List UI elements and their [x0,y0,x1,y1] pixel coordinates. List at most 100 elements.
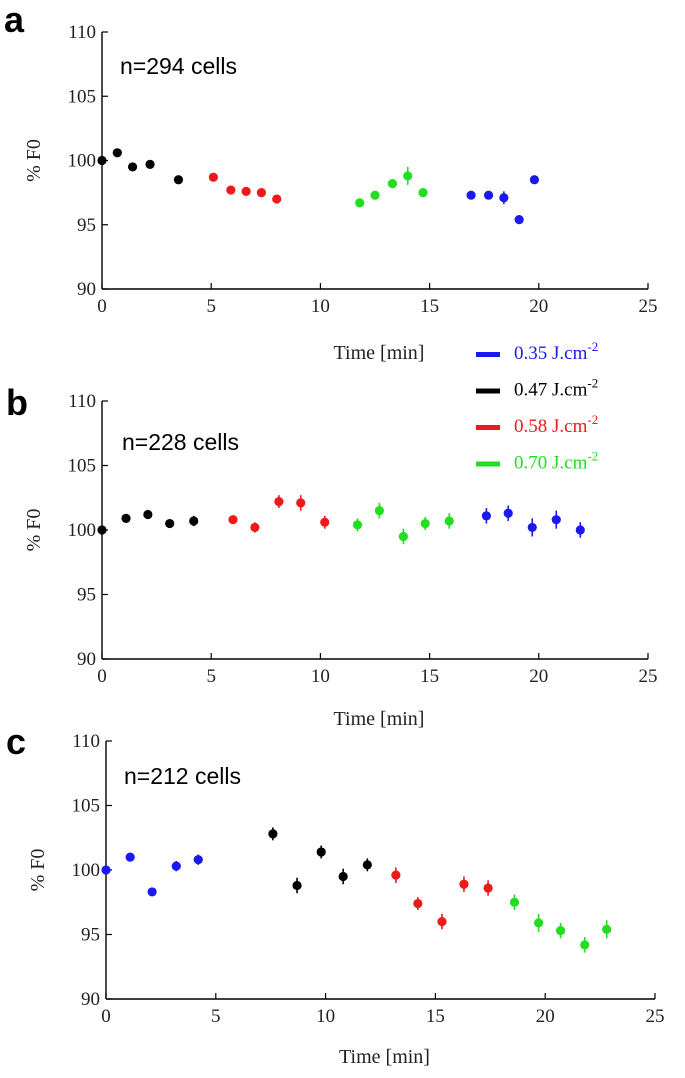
panel-a: a n=294 cells 90 95 100 105 110 0 5 10 15 20 25 Time … [4,0,658,364]
series-0-47-j-cm-2 [268,827,372,894]
x-tick-label: 0 [97,296,107,317]
data-point [208,172,218,182]
legend-label: 0.58 J.cm-2 [514,412,598,437]
y-tick-label: 105 [68,86,97,107]
data-point [112,148,122,158]
data-point [320,517,330,527]
data-point [145,159,155,169]
x-tick-label: 15 [426,1006,445,1027]
series-0-47-j-cm-2 [97,509,199,535]
data-point [147,887,157,897]
x-tick-label: 20 [529,296,548,317]
data-point [296,498,306,508]
x-tick-label: 25 [646,1006,665,1027]
data-point [413,898,423,909]
panel-letter: a [4,0,25,40]
data-point [143,509,153,520]
cell-count-annotation: n=212 cells [124,763,241,789]
legend-label: 0.35 J.cm-2 [514,339,598,364]
y-tick-label: 100 [68,520,97,541]
data-point [171,861,181,871]
x-axis-label: Time [min] [334,708,425,730]
legend-swatch [476,388,500,394]
data-point [274,497,284,507]
series-0-35-j-cm-2 [481,505,585,538]
data-point [459,879,469,889]
data-point [509,897,520,907]
data-point [483,190,494,200]
legend-label-exponent: -2 [587,376,598,391]
y-tick-label: 90 [77,649,96,670]
y-tick-label: 95 [77,585,96,606]
data-point [602,924,612,934]
legend-label-exponent: -2 [587,339,598,354]
legend-label-text: 0.58 J.cm [514,416,588,437]
panel-letter: b [6,382,28,423]
data-point [352,520,363,530]
y-tick-label: 110 [68,22,96,43]
y-axis-label: % F0 [27,849,49,892]
data-point [193,855,203,865]
data-point [499,193,509,203]
data-point [226,185,236,195]
data-point [575,525,585,535]
x-tick-label: 0 [97,666,107,687]
legend-entry: 0.35 J.cm-2 [476,339,598,364]
data-point [241,186,251,196]
series-0-35-j-cm-2 [466,175,540,225]
data-point [391,870,401,880]
x-tick-label: 5 [211,1006,221,1027]
x-tick-label: 25 [639,666,658,687]
data-point [387,179,398,189]
series-0-58-j-cm-2 [228,495,330,533]
legend-swatch [476,352,500,357]
series-0-35-j-cm-2 [101,852,203,897]
y-tick-label: 105 [68,456,97,477]
data-point [268,829,278,839]
y-tick-label: 110 [68,391,96,412]
data-point [165,518,175,529]
legend-label: 0.47 J.cm-2 [514,376,598,401]
series-0-47-j-cm-2 [97,148,184,185]
data-point [97,155,107,166]
legend-label-text: 0.70 J.cm [514,453,588,474]
x-tick-label: 25 [639,296,658,317]
x-tick-label: 10 [311,296,330,317]
panel-b: b n=228 cells 90 95 100 105 110 0 5 10 15 20 25 Time … [6,382,658,730]
y-tick-label: 90 [77,279,96,300]
data-point [173,175,184,185]
cell-count-annotation: n=294 cells [120,53,237,79]
data-point [503,508,513,518]
data-point [355,198,365,208]
y-tick-label: 105 [72,796,101,817]
y-axis-label: % F0 [23,139,45,182]
data-point [555,926,566,936]
legend-swatch [476,461,500,467]
data-point [101,865,111,875]
data-point [121,513,131,523]
data-point [228,515,238,525]
legend: 0.35 J.cm-20.47 J.cm-20.58 J.cm-20.70 J.… [476,339,598,474]
data-point [250,522,260,533]
panel-c: c n=212 cells 90 95 100 105 110 0 5 10 15 20 25 Time … [6,721,665,1068]
legend-swatch [476,425,500,430]
series-0-58-j-cm-2 [391,867,493,930]
data-point [529,175,540,185]
x-tick-label: 5 [206,296,216,317]
data-point [292,880,302,891]
data-point [466,190,476,200]
x-tick-label: 15 [420,666,439,687]
data-point [316,847,326,857]
legend-label-exponent: -2 [587,412,598,427]
data-point [125,852,135,862]
data-point [580,940,590,950]
data-point [362,860,372,870]
legend-label-exponent: -2 [587,449,598,464]
x-axis-label: Time [min] [339,1046,430,1068]
y-tick-label: 100 [68,151,97,172]
panel-letter: c [6,721,26,762]
data-point [514,215,524,225]
y-tick-label: 110 [72,731,100,752]
legend-label: 0.70 J.cm-2 [514,449,598,474]
legend-entry: 0.58 J.cm-2 [476,412,598,437]
